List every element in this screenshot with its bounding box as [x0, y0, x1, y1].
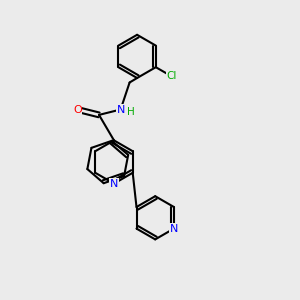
Text: N: N: [116, 104, 125, 115]
Text: H: H: [127, 107, 135, 117]
Text: N: N: [170, 224, 178, 234]
Text: O: O: [73, 104, 82, 115]
Text: N: N: [110, 178, 118, 189]
Text: Cl: Cl: [166, 71, 177, 81]
